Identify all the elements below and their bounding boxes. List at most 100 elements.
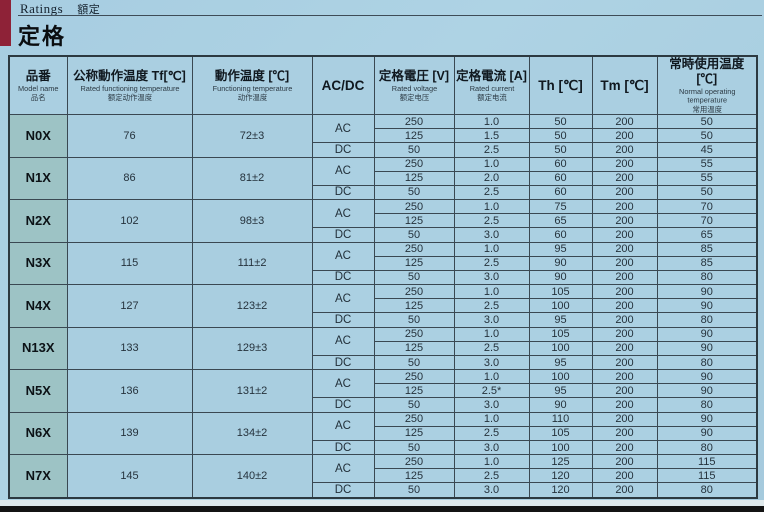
- rated-voltage-cell: 125: [373, 468, 455, 484]
- acdc-cell: DC: [311, 482, 375, 499]
- normal-operating-temp-cell: 55: [656, 170, 758, 186]
- tm-cell: 200: [591, 213, 658, 229]
- ratings-table: 品番 Model name 品名 公称動作温度 Tf[℃] Rated func…: [8, 55, 758, 499]
- page-title: 定格: [18, 24, 67, 49]
- rated-voltage-cell: 125: [373, 128, 455, 144]
- th-cell: 95: [528, 383, 593, 399]
- rated-voltage-cell: 50: [373, 482, 455, 499]
- rated-voltage-cell: 50: [373, 142, 455, 158]
- col-header-rated-current: 定格電流 [A] Rated current 额定电流: [453, 55, 530, 115]
- col-header-tm: Tm [℃]: [591, 55, 658, 115]
- col-header-th: Th [℃]: [528, 55, 593, 115]
- th-cell: 65: [528, 213, 593, 229]
- model-cell: N5X: [8, 369, 68, 413]
- model-cell: N13X: [8, 326, 68, 371]
- th-cell: 60: [528, 184, 593, 201]
- rated-voltage-cell: 50: [373, 184, 455, 201]
- rated-functioning-temp-cell: 115: [66, 241, 193, 286]
- acdc-cell: AC: [311, 369, 375, 399]
- rated-voltage-cell: 250: [373, 156, 455, 172]
- rated-voltage-cell: 50: [373, 227, 455, 243]
- normal-operating-temp-cell: 80: [656, 439, 758, 456]
- rated-functioning-temp-cell: 133: [66, 326, 193, 371]
- ratings-table-head: 品番 Model name 品名 公称動作温度 Tf[℃] Rated func…: [8, 55, 758, 115]
- table-row: 125 2.5 65 200 70: [9, 213, 758, 229]
- th-cell: 95: [528, 312, 593, 328]
- acdc-cell: DC: [311, 227, 375, 243]
- tm-cell: 200: [591, 383, 658, 399]
- table-row: N13X 133 129±3 AC 250 1.0 105 200 90: [8, 326, 758, 371]
- th-cell: 110: [528, 411, 593, 427]
- acdc-cell: DC: [311, 397, 375, 413]
- rated-current-cell: 3.0: [453, 354, 530, 371]
- acdc-cell: AC: [311, 284, 375, 314]
- table-row: N0X 76 72±3 AC 250 1.0 50 200 50: [8, 113, 758, 158]
- rated-current-cell: 3.0: [453, 482, 530, 499]
- table-row: 125 2.5 120 200 115: [9, 468, 758, 484]
- rated-current-cell: 3.0: [453, 227, 530, 243]
- table-row: DC 50 3.0 60 200 65: [9, 227, 758, 243]
- acdc-cell: AC: [311, 156, 375, 186]
- tm-cell: 200: [591, 482, 658, 499]
- rated-functioning-temp-cell: 139: [66, 411, 193, 456]
- functioning-temp-cell: 72±3: [191, 114, 313, 158]
- rated-current-cell: 2.5*: [453, 383, 530, 399]
- tm-cell: 200: [591, 184, 658, 201]
- tm-cell: 200: [591, 397, 658, 413]
- acdc-cell: AC: [311, 199, 375, 229]
- th-cell: 95: [528, 241, 593, 257]
- normal-operating-temp-cell: 80: [656, 482, 758, 499]
- th-cell: 75: [528, 199, 593, 215]
- page-edge-strip: [0, 500, 764, 506]
- acdc-cell: DC: [311, 439, 375, 456]
- rated-voltage-cell: 50: [373, 354, 455, 371]
- tm-cell: 200: [591, 170, 658, 186]
- rated-current-cell: 1.0: [453, 113, 530, 130]
- rated-functioning-temp-cell: 102: [66, 199, 193, 243]
- table-row: N3X 115 111±2 AC 250 1.0 95 200 85: [8, 241, 758, 286]
- acdc-cell: AC: [311, 326, 375, 356]
- rated-current-cell: 2.5: [453, 340, 530, 356]
- rated-functioning-temp-cell: 145: [66, 454, 193, 499]
- rated-voltage-cell: 250: [373, 113, 455, 130]
- normal-operating-temp-cell: 90: [656, 326, 758, 342]
- rated-current-cell: 2.5: [453, 255, 530, 271]
- table-row: N6X 139 134±2 AC 250 1.0 110 200 90: [8, 411, 758, 456]
- acdc-cell: DC: [311, 354, 375, 371]
- functioning-temp-cell: 81±2: [191, 156, 313, 201]
- rated-functioning-temp-cell: 136: [66, 369, 193, 413]
- normal-operating-temp-cell: 65: [656, 227, 758, 243]
- rated-voltage-cell: 250: [373, 454, 455, 470]
- rated-current-cell: 2.5: [453, 184, 530, 201]
- normal-operating-temp-cell: 90: [656, 383, 758, 399]
- tm-cell: 200: [591, 439, 658, 456]
- acdc-cell: DC: [311, 312, 375, 328]
- rated-current-cell: 1.0: [453, 284, 530, 300]
- model-cell: N7X: [8, 454, 68, 499]
- normal-operating-temp-cell: 80: [656, 269, 758, 286]
- normal-operating-temp-cell: 45: [656, 142, 758, 158]
- th-cell: 105: [528, 284, 593, 300]
- rated-voltage-cell: 125: [373, 255, 455, 271]
- rated-voltage-cell: 125: [373, 298, 455, 314]
- normal-operating-temp-cell: 70: [656, 213, 758, 229]
- col-header-model: 品番 Model name 品名: [8, 55, 68, 115]
- rated-voltage-cell: 125: [373, 425, 455, 441]
- normal-operating-temp-cell: 90: [656, 298, 758, 314]
- th-cell: 60: [528, 156, 593, 172]
- ratings-table-body: N0X 76 72±3 AC 250 1.0 50 200 50 125 1.5 50 200 50 DC 5…: [8, 113, 758, 499]
- normal-operating-temp-cell: 50: [656, 128, 758, 144]
- rated-current-cell: 1.0: [453, 454, 530, 470]
- rated-current-cell: 2.5: [453, 425, 530, 441]
- normal-operating-temp-cell: 85: [656, 255, 758, 271]
- tm-cell: 200: [591, 156, 658, 172]
- rated-voltage-cell: 50: [373, 439, 455, 456]
- rated-current-cell: 1.0: [453, 326, 530, 342]
- normal-operating-temp-cell: 50: [656, 113, 758, 130]
- table-row: N2X 102 98±3 AC 250 1.0 75 200 70: [8, 199, 758, 243]
- rated-voltage-cell: 50: [373, 312, 455, 328]
- rated-current-cell: 2.5: [453, 298, 530, 314]
- section-header: Ratings 額定: [20, 1, 100, 17]
- section-accent-bar: [0, 0, 11, 46]
- normal-operating-temp-cell: 55: [656, 156, 758, 172]
